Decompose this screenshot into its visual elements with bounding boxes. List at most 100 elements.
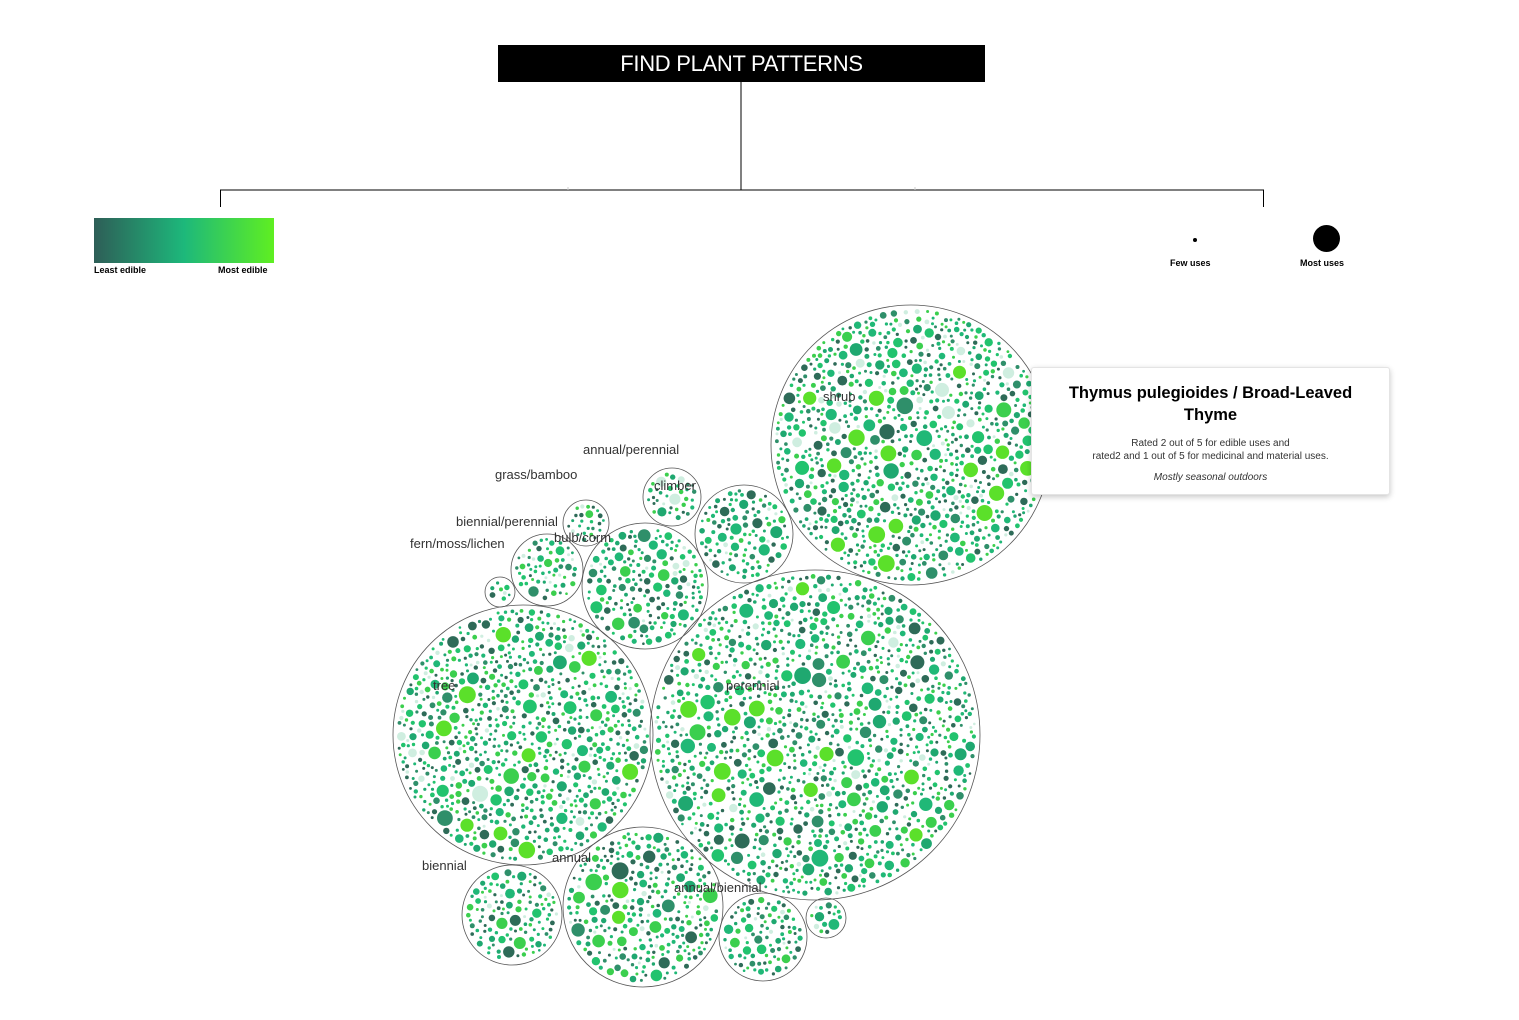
plant-bubble[interactable]: [690, 498, 694, 502]
plant-bubble[interactable]: [752, 623, 759, 630]
plant-bubble[interactable]: [727, 779, 731, 783]
plant-bubble[interactable]: [951, 432, 955, 437]
plant-bubble[interactable]: [766, 766, 772, 772]
plant-bubble[interactable]: [472, 785, 489, 802]
plant-bubble[interactable]: [683, 650, 690, 657]
plant-bubble[interactable]: [923, 384, 931, 392]
plant-bubble[interactable]: [813, 834, 817, 838]
plant-bubble[interactable]: [862, 884, 866, 888]
plant-bubble[interactable]: [683, 623, 687, 628]
plant-bubble[interactable]: [923, 553, 930, 561]
plant-bubble[interactable]: [879, 818, 884, 824]
plant-bubble[interactable]: [430, 816, 434, 820]
plant-bubble[interactable]: [685, 487, 689, 492]
plant-bubble[interactable]: [498, 615, 505, 622]
plant-bubble[interactable]: [876, 670, 881, 674]
plant-bubble[interactable]: [820, 380, 824, 384]
plant-bubble[interactable]: [918, 351, 924, 357]
plant-bubble[interactable]: [959, 525, 963, 528]
plant-bubble[interactable]: [626, 851, 634, 858]
plant-bubble[interactable]: [910, 655, 925, 670]
plant-bubble[interactable]: [891, 327, 896, 332]
plant-bubble[interactable]: [836, 886, 841, 890]
plant-bubble[interactable]: [569, 661, 581, 673]
plant-bubble[interactable]: [857, 838, 865, 845]
plant-bubble[interactable]: [947, 706, 953, 711]
plant-bubble[interactable]: [897, 748, 904, 755]
plant-bubble[interactable]: [808, 735, 816, 743]
plant-bubble[interactable]: [695, 634, 700, 638]
plant-bubble[interactable]: [826, 458, 842, 473]
plant-bubble[interactable]: [589, 798, 601, 810]
plant-bubble[interactable]: [811, 849, 829, 867]
plant-bubble[interactable]: [935, 796, 940, 801]
plant-bubble[interactable]: [667, 785, 672, 790]
plant-bubble[interactable]: [943, 499, 948, 503]
plant-bubble[interactable]: [710, 674, 714, 678]
plant-bubble[interactable]: [578, 810, 582, 814]
plant-bubble[interactable]: [657, 569, 670, 581]
plant-bubble[interactable]: [929, 740, 934, 745]
plant-bubble[interactable]: [847, 597, 851, 601]
plant-bubble[interactable]: [898, 598, 903, 604]
plant-bubble[interactable]: [575, 905, 580, 910]
plant-bubble[interactable]: [778, 836, 782, 841]
plant-bubble[interactable]: [848, 381, 854, 387]
plant-bubble[interactable]: [758, 670, 763, 675]
plant-bubble[interactable]: [774, 888, 778, 892]
plant-bubble[interactable]: [840, 447, 852, 459]
plant-bubble[interactable]: [479, 829, 490, 840]
plant-bubble[interactable]: [895, 704, 900, 710]
plant-bubble[interactable]: [893, 503, 897, 507]
plant-bubble[interactable]: [857, 884, 861, 888]
plant-bubble[interactable]: [828, 741, 833, 746]
plant-bubble[interactable]: [624, 843, 629, 848]
plant-bubble[interactable]: [596, 767, 600, 771]
plant-bubble[interactable]: [712, 883, 716, 887]
plant-bubble[interactable]: [400, 704, 405, 709]
plant-bubble[interactable]: [631, 840, 636, 845]
plant-bubble[interactable]: [405, 770, 410, 774]
plant-bubble[interactable]: [704, 552, 709, 557]
plant-bubble[interactable]: [633, 888, 637, 892]
plant-bubble[interactable]: [671, 939, 676, 944]
plant-bubble[interactable]: [907, 497, 914, 503]
plant-bubble[interactable]: [804, 517, 809, 521]
plant-bubble[interactable]: [545, 588, 549, 592]
plant-bubble[interactable]: [929, 640, 934, 645]
plant-bubble[interactable]: [642, 642, 645, 645]
plant-bubble[interactable]: [956, 383, 962, 389]
plant-bubble[interactable]: [866, 607, 871, 612]
plant-bubble[interactable]: [824, 730, 830, 736]
plant-bubble[interactable]: [489, 660, 493, 664]
plant-bubble[interactable]: [834, 836, 840, 842]
plant-bubble[interactable]: [861, 529, 865, 533]
plant-bubble[interactable]: [679, 575, 688, 583]
plant-bubble[interactable]: [600, 669, 604, 673]
plant-bubble[interactable]: [938, 733, 942, 737]
plant-bubble[interactable]: [495, 627, 511, 643]
plant-bubble[interactable]: [412, 674, 419, 681]
plant-bubble[interactable]: [448, 739, 455, 746]
plant-bubble[interactable]: [891, 381, 895, 385]
plant-bubble[interactable]: [1020, 497, 1028, 506]
plant-bubble[interactable]: [873, 840, 878, 844]
plant-bubble[interactable]: [571, 765, 577, 771]
plant-bubble[interactable]: [497, 744, 501, 748]
plant-bubble[interactable]: [985, 428, 989, 432]
plant-bubble[interactable]: [778, 607, 782, 612]
plant-bubble[interactable]: [990, 369, 995, 374]
plant-bubble[interactable]: [925, 816, 937, 828]
plant-bubble[interactable]: [754, 780, 759, 784]
plant-bubble[interactable]: [857, 473, 862, 477]
plant-bubble[interactable]: [727, 629, 731, 633]
plant-bubble[interactable]: [579, 512, 584, 518]
plant-bubble[interactable]: [916, 342, 924, 350]
plant-bubble[interactable]: [809, 694, 814, 699]
plant-bubble[interactable]: [591, 644, 595, 648]
plant-bubble[interactable]: [436, 720, 452, 737]
plant-bubble[interactable]: [479, 685, 483, 689]
plant-bubble[interactable]: [689, 724, 706, 741]
plant-bubble[interactable]: [751, 500, 756, 504]
plant-bubble[interactable]: [731, 791, 735, 794]
